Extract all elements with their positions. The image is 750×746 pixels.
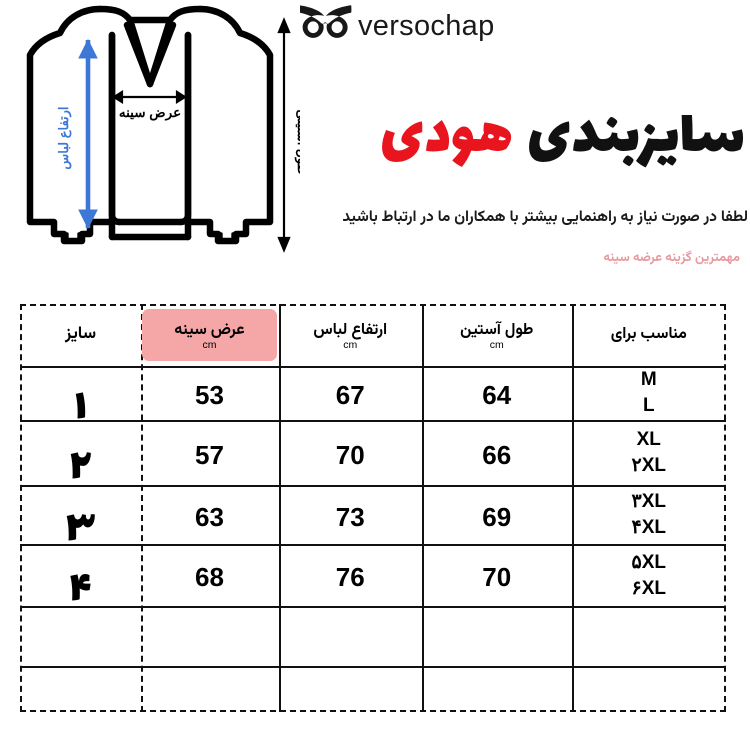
svg-text:ارتفاع لباس: ارتفاع لباس (56, 106, 72, 169)
svg-text:عرض سینه: عرض سینه (119, 105, 181, 121)
svg-text:طول آستینی: طول آستینی (294, 110, 300, 175)
